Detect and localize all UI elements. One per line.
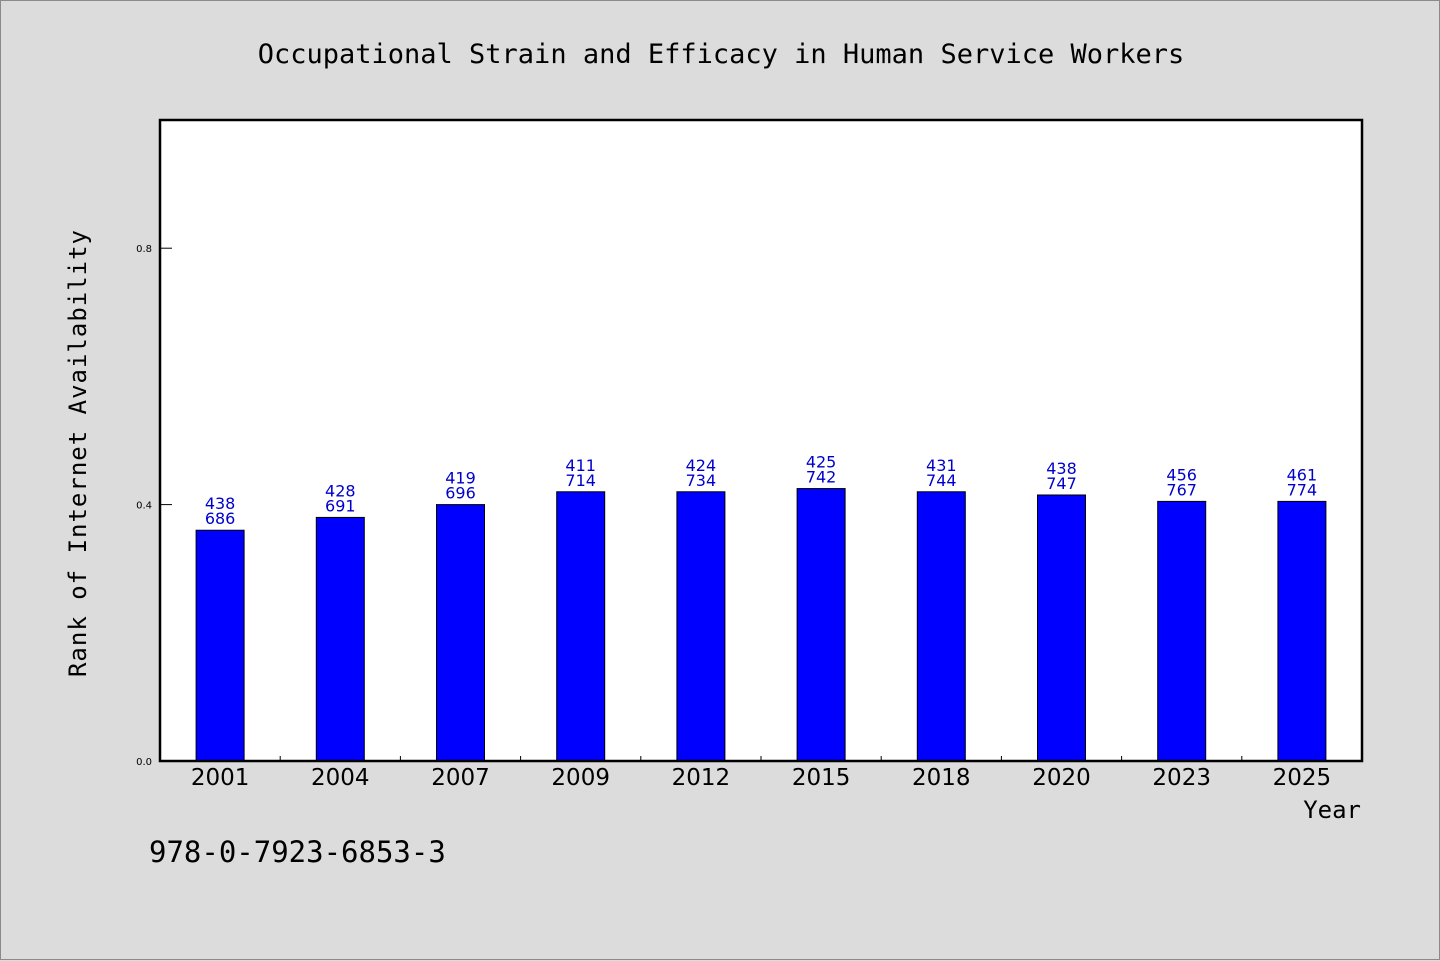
bar-label-bottom: 747: [1046, 474, 1077, 493]
bar-labels: 4386864286914196964117144247344257424317…: [205, 453, 1317, 529]
x-axis-ticks: 2001 2004 2007 2009 2012 2015 2018 2020 2023 2025: [191, 756, 1331, 791]
x-axis-label: Year: [1303, 796, 1361, 824]
bar-label-bottom: 767: [1166, 480, 1197, 499]
bar-label-top: 456: [1166, 465, 1197, 484]
chart-title: Occupational Strain and Efficacy in Huma…: [258, 39, 1185, 70]
bar-label-bottom: 742: [806, 468, 837, 487]
bar-label-top: 438: [1046, 459, 1077, 478]
bar-label-bottom: 686: [205, 509, 236, 528]
bar-label-top: 425: [806, 453, 837, 472]
plot-border: [158, 118, 1364, 763]
x-tick-label: 2015: [792, 765, 851, 791]
bar-label-bottom: 744: [926, 471, 957, 490]
y-axis-label: Rank of Internet Availability: [64, 229, 92, 677]
bar-2001: [195, 529, 245, 762]
x-tick-label: 2025: [1273, 765, 1332, 791]
bar-label-top: 424: [686, 456, 717, 475]
bar-label-bottom: 734: [686, 471, 717, 490]
bar-label-top: 428: [325, 481, 356, 500]
bar-2009: [556, 491, 606, 762]
bar-label-bottom: 696: [445, 484, 476, 503]
x-tick-label: 2007: [431, 765, 490, 791]
bar-label-bottom: 774: [1287, 480, 1318, 499]
y-tick-label: 0.8: [136, 244, 152, 255]
bar-2004: [315, 516, 365, 762]
x-tick-label: 2023: [1152, 765, 1211, 791]
y-tick-label: 0.4: [136, 501, 152, 512]
bar-2018: [916, 491, 966, 762]
bar-label-top: 438: [205, 494, 236, 513]
x-tick-label: 2018: [912, 765, 971, 791]
bar-label-top: 431: [926, 456, 957, 475]
footnote-isbn: 978-0-7923-6853-3: [149, 835, 446, 869]
x-tick-label: 2020: [1032, 765, 1091, 791]
bar-label-top: 419: [445, 469, 476, 488]
bar-2012: [676, 491, 726, 762]
bar-2025: [1277, 500, 1327, 762]
bar-2007: [436, 504, 485, 762]
bar-2023: [1157, 500, 1207, 762]
bar-label-bottom: 691: [325, 496, 356, 515]
bars: [195, 488, 1327, 762]
x-tick-label: 2004: [311, 765, 370, 791]
bar-2020: [1037, 494, 1086, 762]
bar-label-bottom: 714: [565, 471, 596, 490]
bar-label-top: 461: [1287, 465, 1318, 484]
x-tick-label: 2012: [672, 765, 731, 791]
x-tick-label: 2009: [551, 765, 610, 791]
x-tick-label: 2001: [191, 765, 250, 791]
bar-2015: [796, 488, 846, 762]
bar-label-top: 411: [565, 456, 596, 475]
y-tick-label: 0.0: [136, 757, 152, 768]
